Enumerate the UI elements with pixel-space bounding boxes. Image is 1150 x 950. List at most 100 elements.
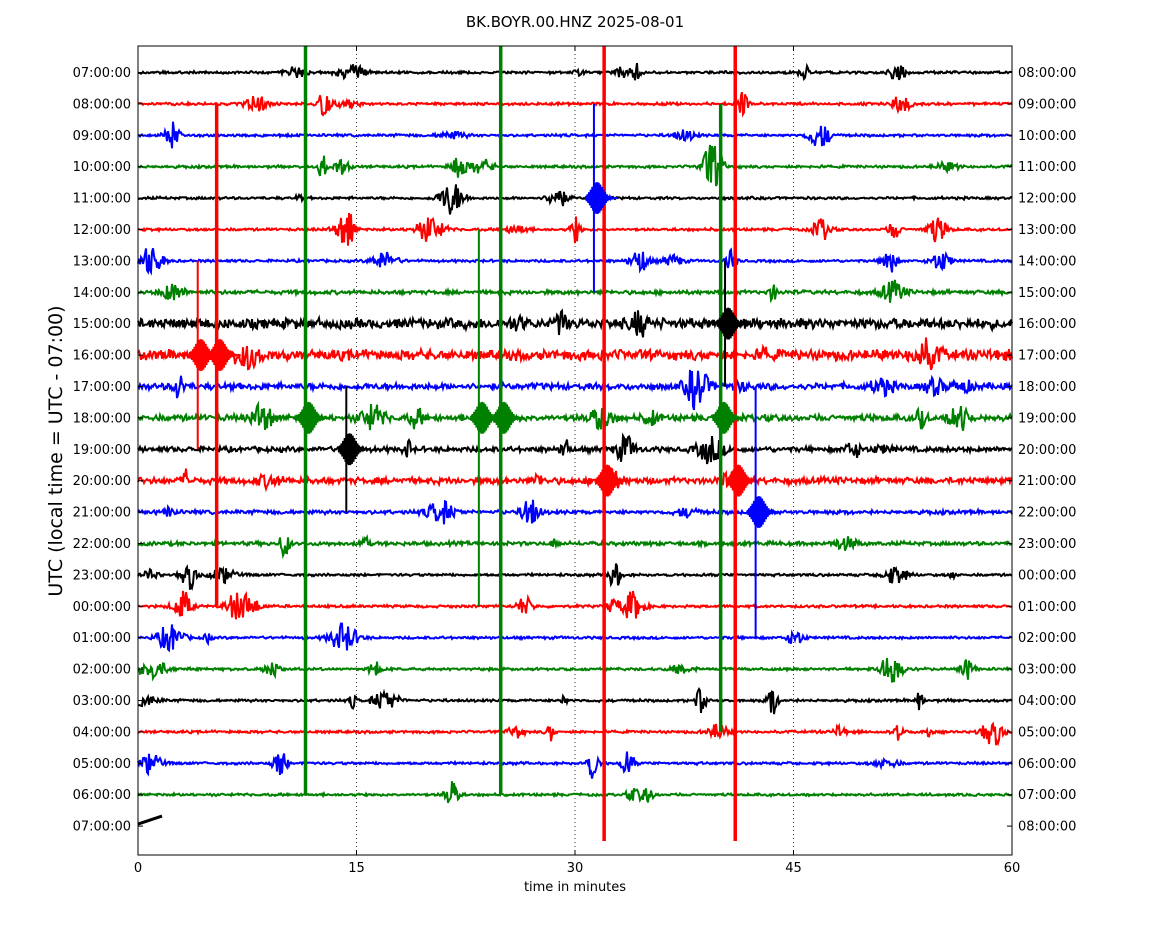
trace-line: [137, 751, 1013, 779]
seismic-event-coda: [746, 496, 780, 528]
seismic-event-coda: [584, 182, 618, 214]
x-tick-label: 30: [567, 861, 584, 876]
seismic-traces: [137, 62, 1013, 826]
left-time-label: 07:00:00: [73, 820, 131, 835]
left-time-label: 07:00:00: [73, 66, 131, 81]
left-time-label: 03:00:00: [73, 694, 131, 709]
left-time-label: 16:00:00: [73, 349, 131, 364]
trace-line: [137, 308, 1013, 338]
right-time-label: 09:00:00: [1018, 97, 1076, 112]
left-time-label: 22:00:00: [73, 537, 131, 552]
trace-line: [137, 721, 1013, 747]
left-time-label: 00:00:00: [73, 600, 131, 615]
left-time-label: 20:00:00: [73, 474, 131, 489]
left-time-label: 05:00:00: [73, 757, 131, 772]
right-time-label: 00:00:00: [1018, 568, 1076, 583]
left-time-label: 13:00:00: [73, 254, 131, 269]
x-axis-ticks: 0 15 30 45 60: [134, 46, 1020, 876]
right-time-label: 01:00:00: [1018, 600, 1076, 615]
left-time-label: 01:00:00: [73, 631, 131, 646]
right-time-label: 23:00:00: [1018, 537, 1076, 552]
right-time-label: 14:00:00: [1018, 254, 1076, 269]
x-axis-label: time in minutes: [524, 880, 626, 895]
right-time-label: 06:00:00: [1018, 757, 1076, 772]
trace-line: [137, 657, 1013, 683]
right-time-label: 22:00:00: [1018, 506, 1076, 521]
trace-line: [137, 534, 1013, 560]
left-time-label: 10:00:00: [73, 160, 131, 175]
trace-line: [137, 247, 1013, 276]
trace-line: [138, 121, 1013, 149]
right-time-label: 05:00:00: [1018, 725, 1076, 740]
left-time-label: 09:00:00: [73, 129, 131, 144]
trace-line: [137, 144, 1013, 187]
right-time-label: 02:00:00: [1018, 631, 1076, 646]
left-time-label: 12:00:00: [73, 223, 131, 238]
trace-line: [137, 279, 1013, 304]
trace-line: [137, 781, 1013, 804]
seismic-event-coda: [711, 401, 745, 434]
trace-line: [137, 468, 1013, 493]
right-time-label: 08:00:00: [1018, 66, 1076, 81]
y-axis-label: UTC (local time = UTC - 07:00): [45, 305, 67, 596]
right-time-label: 11:00:00: [1018, 160, 1076, 175]
trace-line: [137, 563, 1013, 591]
trace-line: [137, 400, 1013, 431]
chart-title: BK.BOYR.00.HNZ 2025-08-01: [466, 13, 684, 31]
right-time-label: 10:00:00: [1018, 129, 1076, 144]
seismic-event-coda: [491, 401, 525, 434]
right-time-labels: 08:00:00 09:00:00 10:00:00 11:00:00 12:00:00…: [1007, 66, 1076, 835]
right-time-label: 19:00:00: [1018, 411, 1076, 426]
left-time-label: 06:00:00: [73, 788, 131, 803]
trace-line: [137, 212, 1013, 246]
right-time-label: 13:00:00: [1018, 223, 1076, 238]
left-time-label: 02:00:00: [73, 663, 131, 678]
right-time-label: 16:00:00: [1018, 317, 1076, 332]
trace-line: [137, 590, 1013, 620]
seismic-event-coda: [188, 339, 222, 371]
trace-line: [138, 91, 1013, 118]
seismic-events: [188, 46, 780, 841]
left-time-label: 18:00:00: [73, 411, 131, 426]
trace-line: [137, 184, 1013, 215]
x-tick-label: 0: [134, 861, 142, 876]
left-time-label: 04:00:00: [73, 725, 131, 740]
right-time-label: 12:00:00: [1018, 192, 1076, 207]
x-tick-label: 15: [348, 861, 365, 876]
right-time-label: 07:00:00: [1018, 788, 1076, 803]
right-time-label: 20:00:00: [1018, 443, 1076, 458]
trace-line: [137, 499, 1013, 525]
x-tick-label: 60: [1004, 861, 1021, 876]
right-time-label: 03:00:00: [1018, 663, 1076, 678]
left-time-label: 17:00:00: [73, 380, 131, 395]
trace-line: [137, 622, 1013, 653]
seismic-event-coda: [726, 464, 760, 497]
trace-line: [137, 337, 1013, 371]
right-time-label: 17:00:00: [1018, 349, 1076, 364]
left-time-labels: 07:00:00 08:00:00 09:00:00 10:00:00 11:00:00…: [73, 66, 143, 835]
seismic-event-coda: [595, 464, 629, 497]
right-time-label: 18:00:00: [1018, 380, 1076, 395]
trace-line: [137, 369, 1013, 411]
left-time-label: 14:00:00: [73, 286, 131, 301]
trace-line: [137, 62, 1013, 82]
seismic-event-coda: [337, 433, 371, 466]
seismic-event-coda: [207, 339, 241, 371]
seismic-event-coda: [296, 401, 330, 434]
trace-line-final-segment: [137, 814, 163, 826]
trace-line: [137, 686, 1013, 715]
seismic-event-coda: [716, 307, 749, 340]
right-time-label: 21:00:00: [1018, 474, 1076, 489]
trace-line: [137, 432, 1013, 465]
left-time-label: 15:00:00: [73, 317, 131, 332]
left-time-label: 23:00:00: [73, 568, 131, 583]
seismic-event-coda: [469, 401, 503, 434]
left-time-label: 08:00:00: [73, 97, 131, 112]
x-tick-label: 45: [785, 861, 802, 876]
left-time-label: 19:00:00: [73, 443, 131, 458]
right-time-label: 04:00:00: [1018, 694, 1076, 709]
left-time-label: 21:00:00: [73, 506, 131, 521]
right-time-label: 15:00:00: [1018, 286, 1076, 301]
right-time-label: 08:00:00: [1018, 820, 1076, 835]
